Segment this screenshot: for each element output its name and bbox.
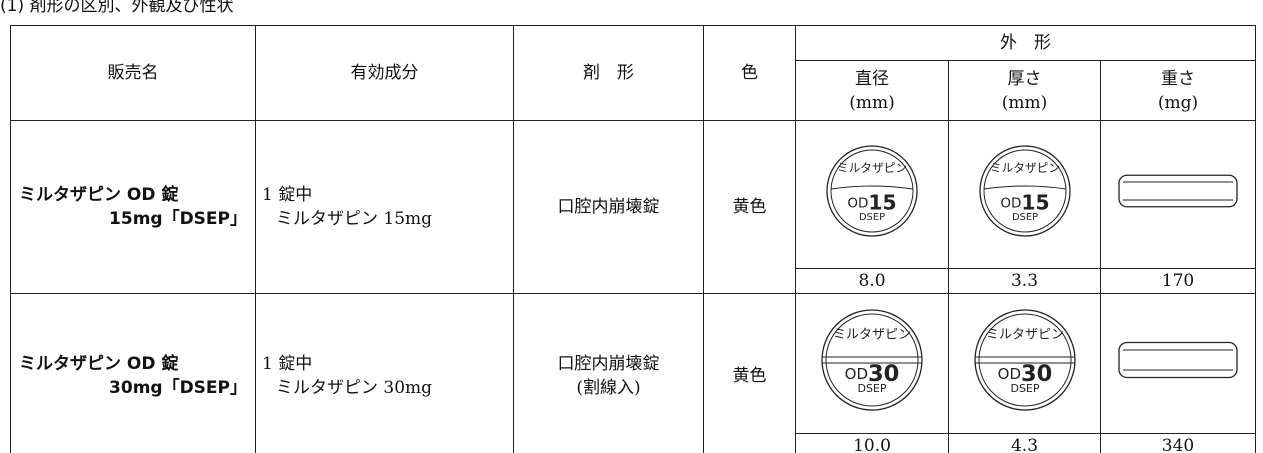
- image-cell: ミルタザピン OD15 DSEP: [948, 120, 1101, 269]
- tablet-side: [1118, 341, 1238, 379]
- imprint: 30: [868, 361, 899, 387]
- imprint: DSEP: [1011, 212, 1037, 223]
- imprint: 15: [868, 190, 896, 214]
- spec-table: 販売名 有効成分 剤 形 色 外 形 直径 (mm) 厚さ (mm) 重さ (mg) …: [10, 25, 1257, 453]
- tablet-side-body: [1118, 341, 1238, 379]
- tablet-edge: [826, 145, 918, 237]
- tablet-edge: [978, 145, 1071, 237]
- tablet-side: [1118, 174, 1238, 208]
- header: 外 形: [794, 25, 1257, 61]
- tablet-band: [983, 185, 1066, 190]
- imprint: ミルタザピン: [989, 161, 1059, 175]
- row: ミルタザピン OD 錠 15mg「DSEP」 1 錠中ミルタザピン 15mg 口腔内崩…: [10, 120, 1257, 294]
- imprint: ミルタザピン: [837, 161, 907, 175]
- color: 黄色: [703, 120, 796, 294]
- tablet-edge: [830, 149, 914, 233]
- row: ミルタザピン OD 錠 30mg「DSEP」 1 錠中 ミルタザピン 30mg 口腔内崩…: [10, 293, 1257, 453]
- dosage-form-line: 口腔内崩壊錠: [557, 354, 660, 374]
- dosage-form-line: (割線入): [576, 378, 641, 398]
- image-cell: ミルタザピン OD30 DSEP: [948, 293, 1101, 434]
- ingredient-line: ミルタザピン 30mg: [276, 378, 433, 398]
- tablet-edge: [983, 149, 1066, 233]
- ingredient: 1 錠中ミルタザピン 15mg: [255, 120, 514, 294]
- dosage-form: 口腔内崩壊錠: [513, 120, 704, 294]
- tablet-edge: [825, 313, 919, 407]
- ingredient: 1 錠中ミルタザピン 30mg: [255, 293, 514, 453]
- ingredient-line: ミルタザピン 15mg: [276, 209, 433, 229]
- imprint: OD: [845, 365, 868, 383]
- diameter: 10.0: [795, 433, 949, 453]
- imprint: OD: [997, 365, 1020, 383]
- product-name-line: 15mg「DSEP」: [109, 209, 247, 229]
- imprint: OD: [1000, 196, 1021, 212]
- product-name: ミルタザピン OD 錠 15mg「DSEP」: [10, 120, 256, 294]
- caption: (1) 剤形の区別、外観及び性状: [0, 0, 234, 16]
- product-name-line: ミルタザピン OD 錠: [19, 354, 179, 374]
- imprint: OD15: [1000, 190, 1049, 214]
- imprint: OD15: [847, 190, 896, 214]
- image-cell: ミルタザピン OD30 DSEP: [795, 293, 949, 434]
- unit: (mm): [1001, 92, 1048, 113]
- tablet-side-body: [1118, 174, 1238, 208]
- product-name: ミルタザピン OD 錠 30mg「DSEP」: [10, 293, 256, 453]
- header: 販売名: [10, 25, 256, 121]
- header: 剤 形: [513, 25, 704, 121]
- imprint: 30: [1021, 361, 1052, 387]
- dosage-form-line: 口腔内崩壊錠: [557, 197, 660, 217]
- imprint: OD: [847, 196, 868, 212]
- header: 重さ: [1161, 68, 1195, 89]
- tablet-edge: [978, 313, 1071, 407]
- dosage-form: 口腔内崩壊錠 (割線入): [513, 293, 704, 453]
- tablet-edge: [821, 309, 923, 411]
- imprint: ミルタザピン: [833, 328, 911, 343]
- weight: 340: [1099, 433, 1257, 453]
- image-cell: [1099, 120, 1257, 269]
- header: 重さ (mg): [1099, 60, 1257, 121]
- row: 10.0 4.3 340: [11, 433, 1257, 453]
- imprint: ミルタザピン: [985, 328, 1063, 343]
- header: 厚さ: [1007, 68, 1042, 89]
- header: 直径 (mm): [795, 60, 949, 121]
- weight: 170: [1099, 268, 1257, 294]
- ingredient-line: 1 錠中: [262, 354, 313, 374]
- unit: (mm): [849, 92, 895, 113]
- imprint: DSEP: [1010, 382, 1039, 395]
- tablet-band: [830, 185, 914, 190]
- unit: (mg): [1157, 92, 1199, 113]
- tablet-edge: [973, 309, 1076, 411]
- color: 黄色: [703, 293, 796, 453]
- row: 8.0 3.3 170: [11, 268, 1257, 294]
- product-name-line: ミルタザピン OD 錠: [19, 185, 179, 205]
- header: 色: [703, 25, 796, 121]
- imprint: 15: [1021, 190, 1049, 214]
- imprint: DSEP: [859, 212, 885, 223]
- image-cell: ミルタザピン OD15 DSEP: [795, 120, 949, 269]
- imprint: DSEP: [857, 382, 886, 395]
- header: 厚さ (mm): [948, 60, 1101, 121]
- header: 直径: [855, 68, 889, 89]
- product-name-line: 30mg「DSEP」: [109, 378, 247, 398]
- thickness: 4.3: [948, 433, 1101, 453]
- imprint: OD30: [997, 361, 1052, 387]
- diameter: 8.0: [795, 268, 949, 294]
- ingredient-line: 1 錠中: [262, 185, 313, 205]
- header: 有効成分: [255, 25, 514, 121]
- image-cell: [1099, 293, 1257, 434]
- thickness: 3.3: [948, 268, 1101, 294]
- imprint: OD30: [845, 361, 900, 387]
